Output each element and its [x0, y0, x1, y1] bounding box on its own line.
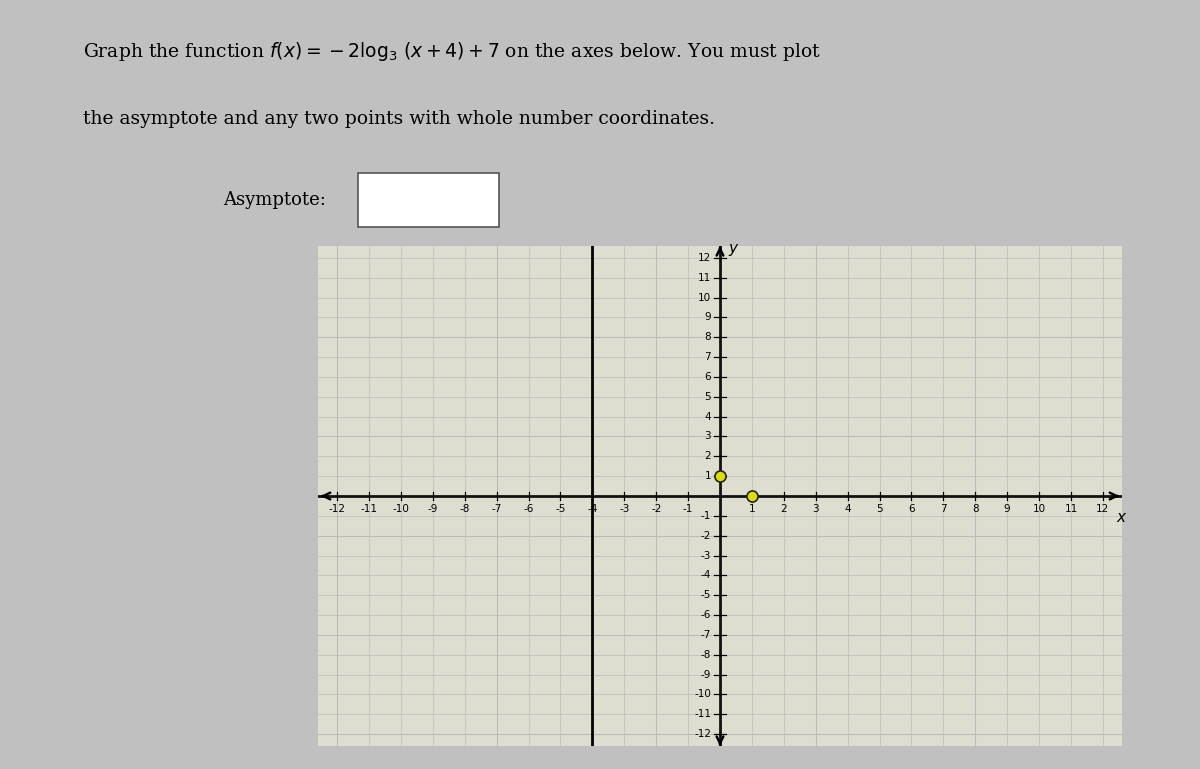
Text: Asymptote:: Asymptote: — [223, 191, 326, 208]
Text: 2: 2 — [780, 504, 787, 514]
Text: 1: 1 — [704, 471, 712, 481]
Text: -5: -5 — [701, 590, 712, 600]
Text: 7: 7 — [940, 504, 947, 514]
Text: the asymptote and any two points with whole number coordinates.: the asymptote and any two points with wh… — [83, 110, 715, 128]
Text: 6: 6 — [704, 372, 712, 382]
Text: -4: -4 — [701, 571, 712, 581]
Text: -12: -12 — [694, 729, 712, 739]
Text: -11: -11 — [694, 709, 712, 719]
Text: 4: 4 — [704, 411, 712, 421]
Text: ∨: ∨ — [487, 193, 497, 206]
Text: 9: 9 — [1004, 504, 1010, 514]
Text: -6: -6 — [523, 504, 534, 514]
Text: 6: 6 — [908, 504, 914, 514]
Text: -8: -8 — [460, 504, 470, 514]
Text: -6: -6 — [701, 610, 712, 620]
Text: -2: -2 — [652, 504, 661, 514]
Text: -1: -1 — [683, 504, 694, 514]
Text: -3: -3 — [619, 504, 630, 514]
Text: 9: 9 — [704, 312, 712, 322]
Text: 1: 1 — [749, 504, 755, 514]
Text: 7: 7 — [704, 352, 712, 362]
Text: -1: -1 — [701, 511, 712, 521]
Text: -2: -2 — [701, 531, 712, 541]
Text: 4: 4 — [845, 504, 851, 514]
Text: -7: -7 — [492, 504, 502, 514]
Text: 2: 2 — [704, 451, 712, 461]
Text: -4: -4 — [587, 504, 598, 514]
Text: 8: 8 — [972, 504, 978, 514]
Text: 3: 3 — [812, 504, 820, 514]
Text: 5: 5 — [704, 392, 712, 402]
Text: -9: -9 — [701, 670, 712, 680]
Text: 11: 11 — [698, 273, 712, 283]
Text: -10: -10 — [694, 689, 712, 699]
Text: 11: 11 — [1064, 504, 1078, 514]
Text: -3: -3 — [701, 551, 712, 561]
Text: 12: 12 — [698, 253, 712, 263]
Text: 10: 10 — [698, 293, 712, 303]
Text: -5: -5 — [556, 504, 565, 514]
Text: -9: -9 — [427, 504, 438, 514]
FancyBboxPatch shape — [358, 172, 499, 227]
Text: 3: 3 — [704, 431, 712, 441]
Text: -10: -10 — [392, 504, 409, 514]
Text: 8: 8 — [704, 332, 712, 342]
Text: -12: -12 — [329, 504, 346, 514]
Text: y: y — [728, 241, 737, 255]
Text: -11: -11 — [360, 504, 378, 514]
Text: 12: 12 — [1097, 504, 1110, 514]
Text: -8: -8 — [701, 650, 712, 660]
Text: Graph the function $f(x) = -2\log_3\,(x + 4) + 7$ on the axes below. You must pl: Graph the function $f(x) = -2\log_3\,(x … — [83, 40, 821, 63]
Text: 10: 10 — [1032, 504, 1045, 514]
Text: x: x — [1116, 510, 1124, 525]
Text: 5: 5 — [876, 504, 883, 514]
Text: -7: -7 — [701, 630, 712, 640]
